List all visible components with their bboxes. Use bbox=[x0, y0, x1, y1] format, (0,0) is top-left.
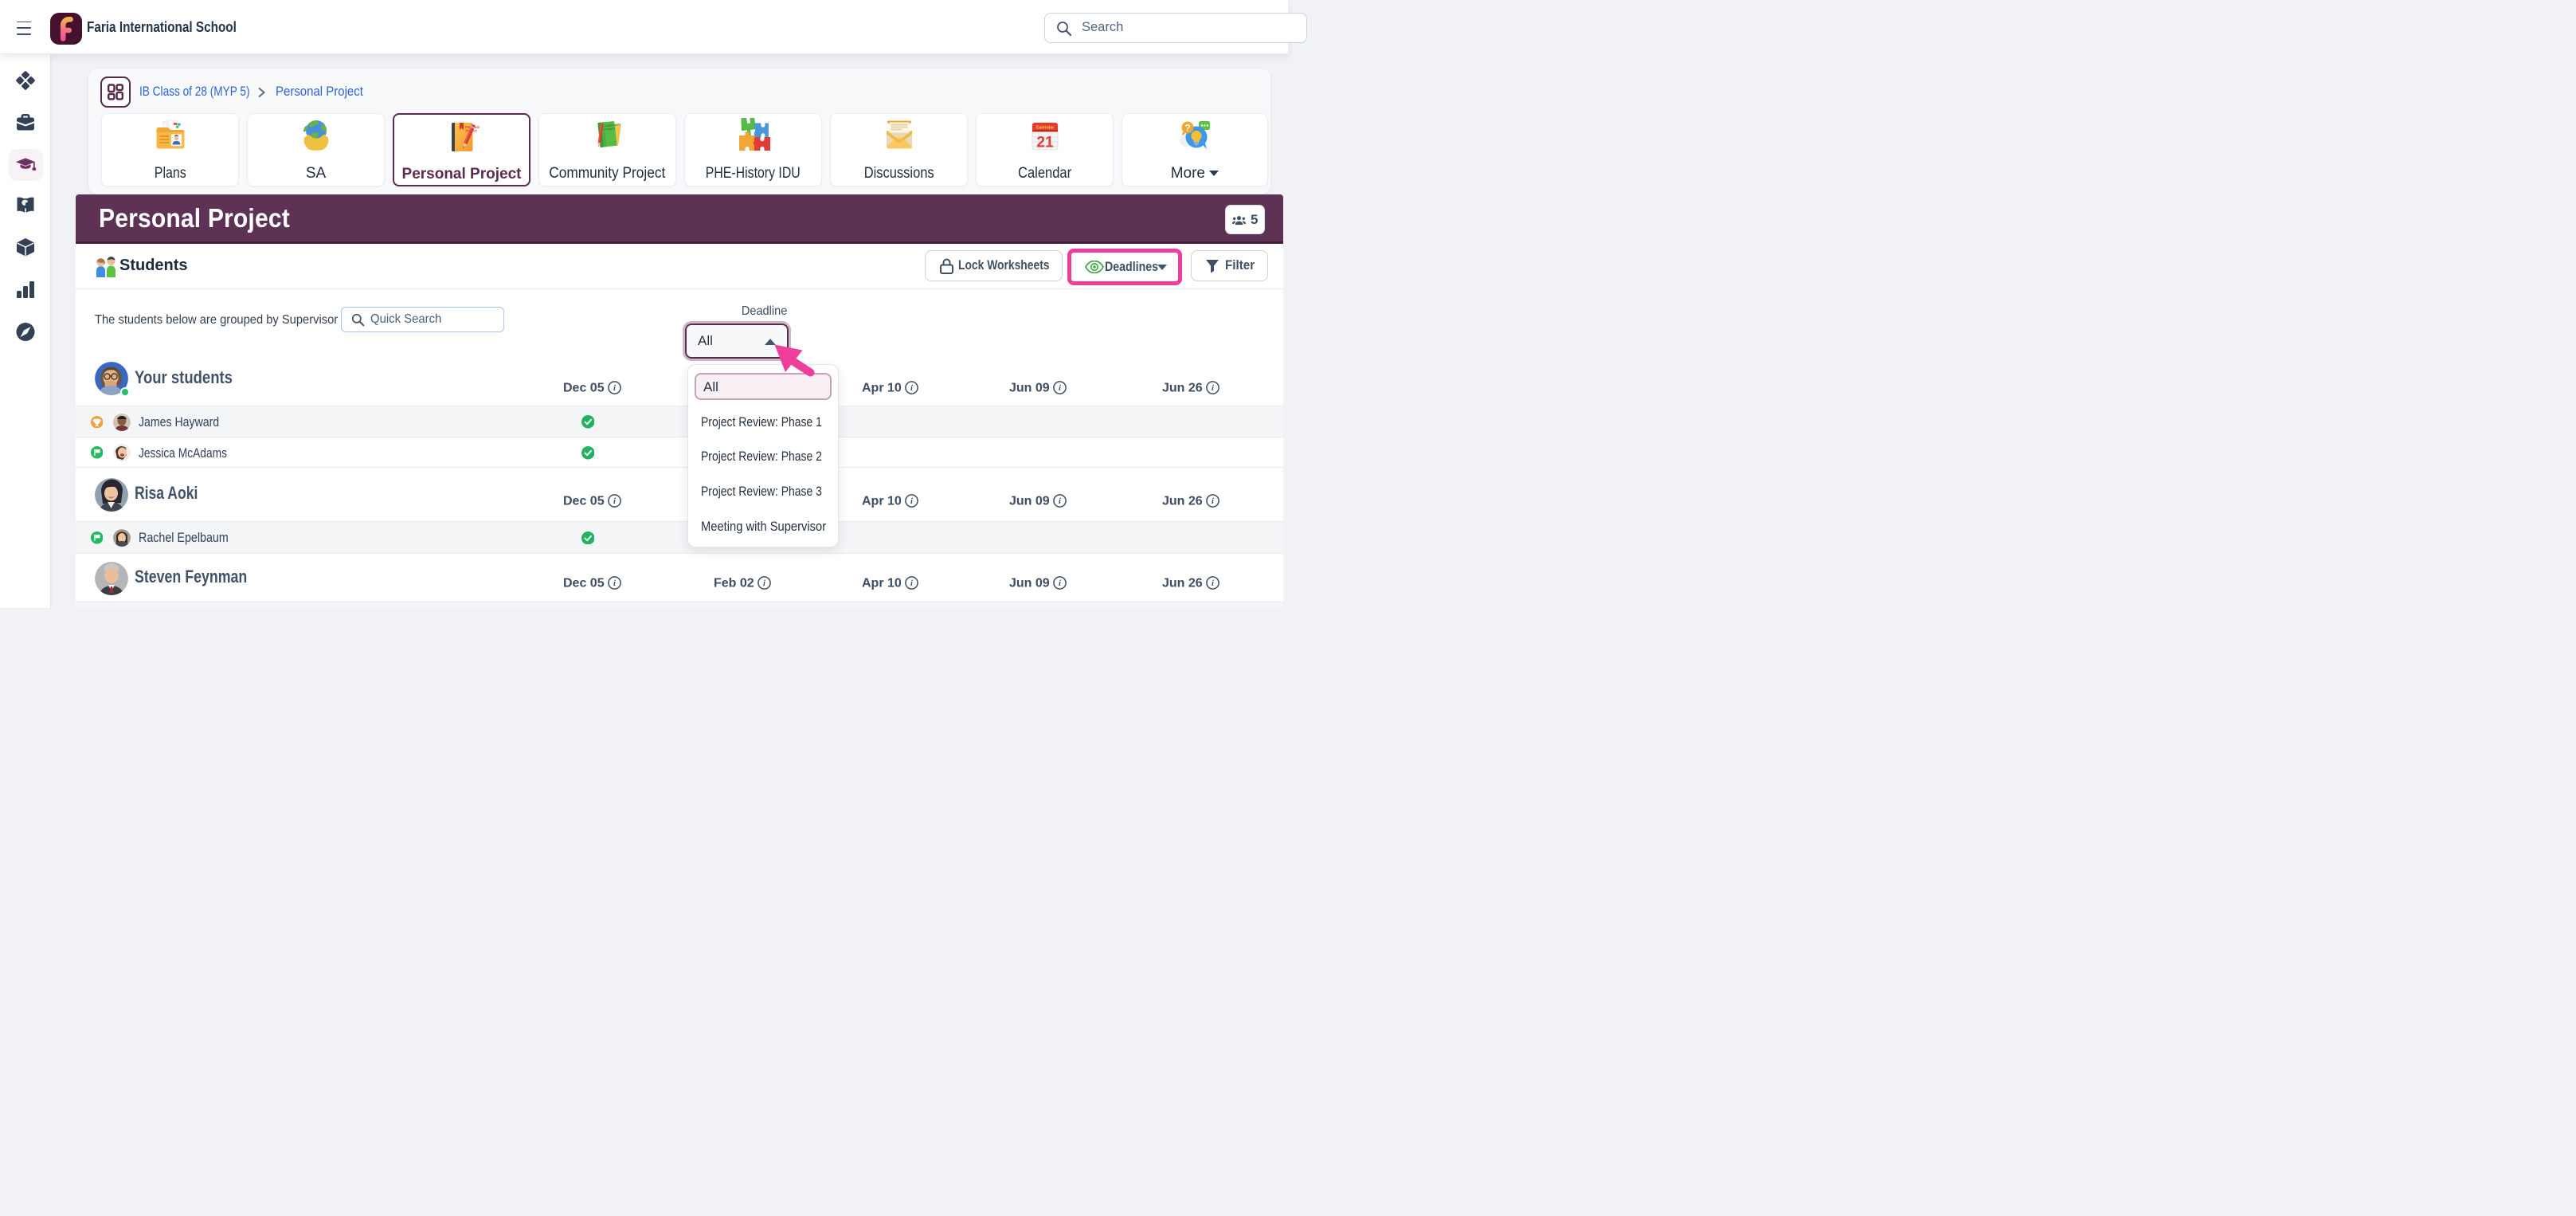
svg-text:?: ? bbox=[1184, 123, 1190, 134]
svg-text:i: i bbox=[1212, 579, 1214, 588]
svg-text:Project: Project bbox=[605, 127, 616, 131]
svg-text:i: i bbox=[910, 497, 913, 506]
svg-text:i: i bbox=[613, 497, 616, 506]
svg-text:i: i bbox=[613, 384, 616, 393]
svg-text:i: i bbox=[1212, 384, 1214, 393]
svg-text:i: i bbox=[1059, 579, 1061, 588]
svg-text:i: i bbox=[1212, 497, 1214, 506]
svg-text:i: i bbox=[910, 579, 913, 588]
svg-text:i: i bbox=[763, 579, 765, 588]
svg-text:i: i bbox=[613, 579, 616, 588]
svg-text:i: i bbox=[910, 384, 913, 393]
svg-text:i: i bbox=[1059, 497, 1061, 506]
svg-text:Calendar: Calendar bbox=[1035, 126, 1055, 131]
svg-text:Community: Community bbox=[604, 123, 621, 127]
svg-text:21: 21 bbox=[1036, 135, 1054, 151]
svg-text:i: i bbox=[1059, 384, 1061, 393]
